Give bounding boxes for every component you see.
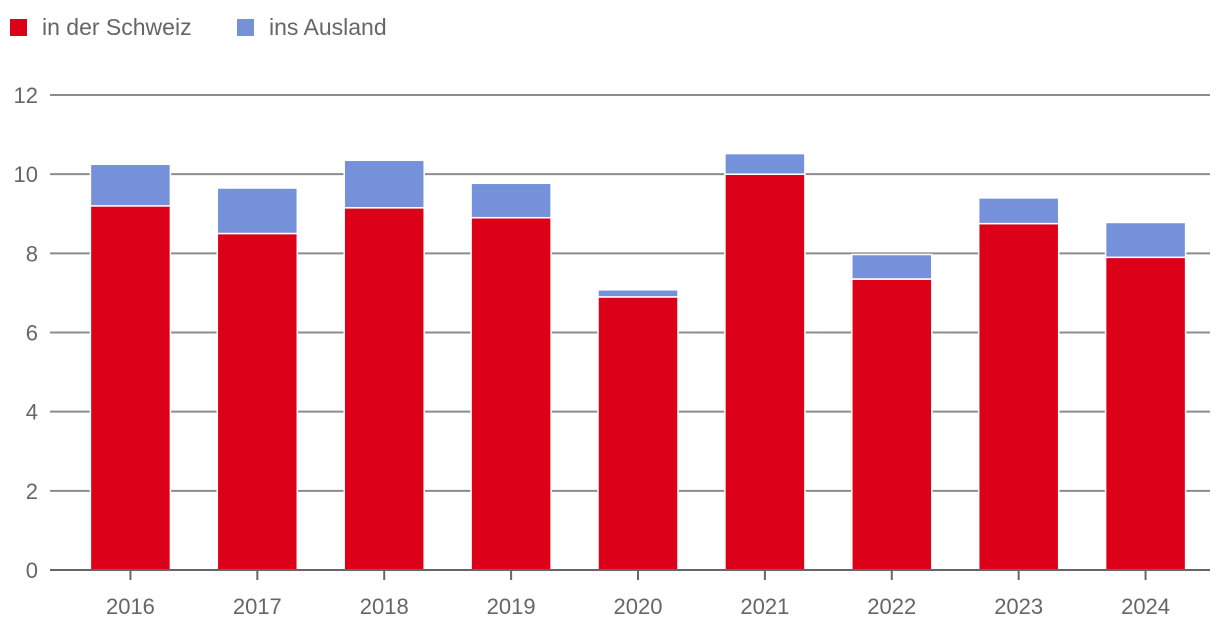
bar-2024-series-1	[1104, 256, 1187, 571]
y-tick-label-10: 10	[14, 162, 38, 187]
bars	[89, 152, 1187, 571]
bar-2017-series-2	[216, 187, 299, 235]
legend-swatch-1	[10, 19, 27, 36]
bar-2024-series-2	[1104, 221, 1187, 259]
x-tick-label-2023: 2023	[994, 594, 1043, 619]
bar-2020-series-2	[597, 289, 679, 298]
bar-2019-series-1	[470, 216, 552, 571]
y-tick-label-0: 0	[26, 558, 38, 583]
legend: in der Schweiz ins Ausland	[10, 14, 387, 40]
y-tick-label-4: 4	[26, 400, 38, 425]
legend-label-2: ins Ausland	[269, 14, 387, 40]
x-tick-label-2016: 2016	[106, 594, 155, 619]
bar-2021-series-2	[724, 152, 806, 175]
bar-2022-series-1	[851, 278, 933, 571]
x-tick-label-2017: 2017	[233, 594, 282, 619]
y-tick-label-12: 12	[14, 83, 38, 108]
bar-2021-series-1	[724, 173, 806, 571]
x-tick-label-2021: 2021	[740, 594, 789, 619]
bar-2022-series-2	[851, 253, 933, 280]
x-axis: 2016 2017 2018 2019 2020 2021 2022 2023 2024	[50, 569, 1210, 619]
y-tick-label-8: 8	[26, 241, 38, 266]
x-tick-label-2024: 2024	[1121, 594, 1170, 619]
bar-2023-series-1	[977, 222, 1060, 571]
legend-label-1: in der Schweiz	[42, 14, 192, 40]
bar-2016-series-2	[89, 163, 172, 207]
bar-2018-series-2	[343, 159, 425, 209]
y-axis: 0 2 4 6 8 10 12	[14, 83, 38, 583]
bar-2016-series-1	[89, 205, 172, 571]
legend-swatch-2	[237, 19, 254, 36]
y-tick-label-2: 2	[26, 479, 38, 504]
x-tick-label-2018: 2018	[360, 594, 409, 619]
bar-2018-series-1	[343, 207, 425, 571]
bar-2019-series-2	[470, 182, 552, 219]
bar-2020-series-1	[597, 296, 679, 571]
bar-2017-series-1	[216, 232, 299, 571]
x-tick-label-2020: 2020	[614, 594, 663, 619]
bar-2023-series-2	[977, 197, 1060, 225]
x-tick-label-2019: 2019	[487, 594, 536, 619]
y-tick-label-6: 6	[26, 321, 38, 346]
x-tick-label-2022: 2022	[867, 594, 916, 619]
